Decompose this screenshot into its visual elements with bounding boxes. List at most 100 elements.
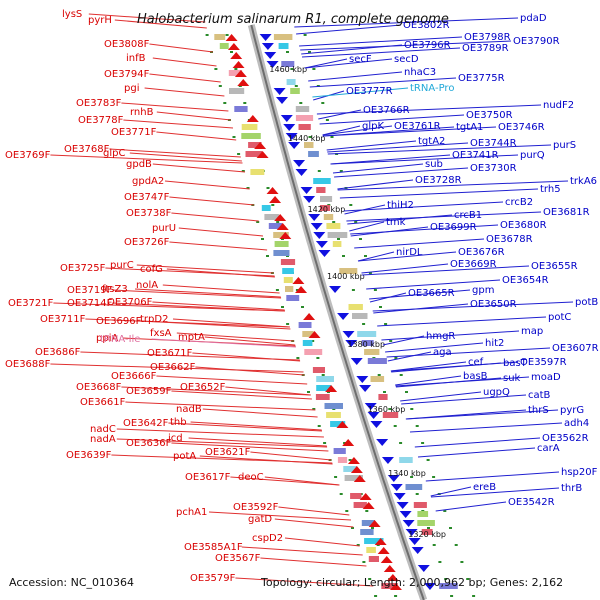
forward-gene-label: gpdA2 [132,176,164,187]
track-tick [296,357,300,359]
forward-gene-connector [156,131,237,141]
track-tick [394,595,398,597]
feature-block [368,556,379,562]
forward-gene-label: OE3567F [215,553,261,564]
forward-gene-label: OE3671F [147,348,193,359]
track-tick [321,374,325,376]
forward-gene-connector [114,19,207,29]
feature-block [324,403,343,409]
reverse-gene-arrow [310,223,323,230]
reverse-gene-arrow [303,196,316,203]
track-tick [383,391,386,393]
forward-gene-label: OE3621F [205,447,251,458]
forward-gene-label: tRNA-Ile [100,334,140,345]
track-tick [218,85,222,87]
reverse-gene-label: OE3750R [466,110,513,121]
reverse-gene-arrow [293,160,306,167]
feature-block [298,322,312,328]
forward-gene-connector [264,476,340,486]
feature-block [413,502,427,508]
forward-gene-label: glpC [103,148,125,159]
reverse-gene-arrow [337,313,350,320]
track-tick [379,306,382,308]
forward-gene-arrow [254,142,267,149]
reverse-gene-label: OE3766R [363,105,410,116]
reverse-gene-connector [327,142,469,153]
forward-gene-arrow [374,538,387,545]
track-tick [351,527,354,529]
track-tick [449,527,452,529]
forward-gene-connector [164,180,250,190]
track-tick [393,425,397,427]
reverse-gene-arrow [393,493,406,500]
reverse-gene-label: OE3802R [403,20,450,31]
track-tick [312,68,316,70]
forward-gene-label: nadC [90,424,116,435]
feature-block [339,268,358,274]
track-tick [362,323,366,325]
feature-block [326,412,341,418]
reverse-gene-label: OE3607R [552,343,599,354]
forward-gene-connector [136,264,274,274]
track-tick [303,34,307,36]
reverse-gene-arrow [285,133,298,140]
reverse-gene-arrow [390,484,403,491]
track-tick [388,408,392,410]
reverse-gene-label: crcB2 [505,197,533,208]
reverse-gene-connector [332,163,424,174]
feature-block [286,79,296,85]
track-tick [295,289,299,291]
reverse-gene-label: OE3669R [450,259,497,270]
reverse-gene-arrow [370,421,383,428]
forward-gene-label: thb [170,417,187,428]
feature-block [417,520,435,526]
forward-gene-label: gatD [248,514,272,525]
forward-gene-connector [134,288,281,298]
feature-block [285,286,294,292]
feature-block [344,475,363,481]
track-tick [311,340,315,342]
forward-gene-arrow [386,574,399,581]
track-tick [286,323,290,325]
feature-block [282,268,294,274]
reverse-gene-connector [344,204,386,215]
feature-block [248,142,262,148]
reverse-gene-arrow [411,547,424,554]
reverse-gene-connector [387,351,432,362]
reverse-gene-connector [372,301,574,312]
reverse-gene-label: tgtA2 [418,136,445,147]
reverse-gene-label: hit2 [485,338,504,349]
forward-gene-label: OE3688F [5,359,51,370]
reverse-gene-label: map [521,326,543,337]
reverse-gene-arrow [329,286,342,293]
forward-gene-label: OE3666F [111,371,157,382]
track-tick [321,102,325,104]
reverse-gene-arrow [315,241,328,248]
forward-gene-label: OE3711F [40,314,86,325]
track-tick [377,374,381,376]
track-tick [307,391,310,393]
forward-gene-label: ppiA [96,333,118,344]
forward-gene-arrow [234,70,247,77]
reverse-gene-connector [417,447,536,458]
feature-block [295,115,314,121]
feature-block [417,511,429,517]
forward-gene-arrow [246,115,259,122]
reverse-gene-label: hsp20F [561,467,598,478]
forward-gene-connector [152,163,246,173]
track-tick [374,595,378,597]
forward-gene-arrow [227,43,240,50]
reverse-gene-label: nudF2 [543,100,574,111]
reverse-gene-arrow [396,502,409,509]
reverse-gene-label: OE3681R [543,207,590,218]
reverse-gene-label: OE3761R [394,121,441,132]
scale-label: 1380 kbp [347,340,385,349]
reverse-gene-label: pyrG [560,405,584,416]
forward-gene-label: OE3661F [80,397,126,408]
feature-block [361,340,374,346]
track-tick [384,323,388,325]
reverse-gene-label: OE3775R [458,73,505,84]
feature-block [320,196,333,202]
forward-gene-connector [168,422,323,432]
